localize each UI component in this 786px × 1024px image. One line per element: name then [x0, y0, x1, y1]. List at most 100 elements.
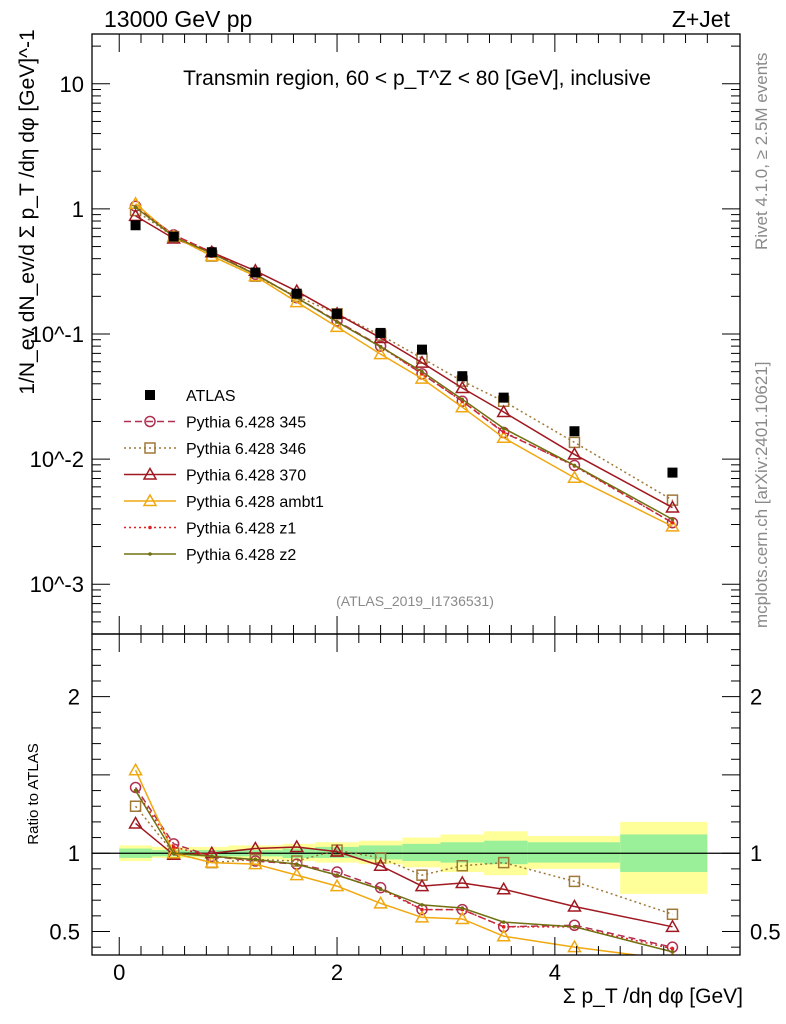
legend-marker-pythia-6-428-370 — [142, 466, 158, 480]
main-point-atlas — [291, 288, 302, 299]
main-y-tick-label: 10 — [60, 72, 84, 97]
main-point-pythia-6-428-ambt1 — [329, 319, 345, 333]
main-point-pythia-6-428-345 — [456, 395, 469, 408]
legend-label-pythia-6-428-370: Pythia 6.428 370 — [186, 468, 306, 485]
ratio-point-pythia-6-428-370 — [329, 844, 345, 857]
main-point-pythia-6-428-ambt1 — [373, 346, 388, 360]
mcplots-reference-label: mcplots.cern.ch [arXiv:2401.10621] — [752, 362, 771, 628]
ratio-point-pythia-6-428-ambt1 — [289, 867, 305, 881]
ratio-point-pythia-6-428-370 — [567, 898, 582, 912]
ratio-point-pythia-6-428-ambt1 — [373, 895, 388, 909]
main-point-pythia-6-428-370 — [414, 355, 430, 368]
main-point-pythia-6-428-z2 — [420, 369, 424, 374]
x-tick-label: 4 — [549, 960, 561, 985]
main-point-pythia-6-428-z2 — [670, 517, 675, 522]
legend-marker-pythia-6-428-z2 — [148, 552, 152, 556]
ratio-point-pythia-6-428-370 — [289, 839, 305, 853]
ratio-point-pythia-6-428-346 — [456, 859, 469, 872]
main-series-group — [128, 196, 680, 532]
ratio-axes: 2 2 1 1 0.5 0.5 0 2 4 — [49, 633, 781, 985]
ratio-point-pythia-6-428-370 — [248, 841, 263, 854]
legend: ATLAS Pythia 6.428 345 Pythia 6.428 346 Pyt… — [124, 388, 324, 564]
legend-label-pythia-6-428-345: Pythia 6.428 345 — [186, 415, 306, 432]
ratio-y-tick-label-left: 1 — [68, 841, 80, 866]
main-point-pythia-6-428-z2 — [501, 426, 506, 431]
ratio-point-pythia-6-428-ambt1 — [454, 911, 470, 925]
main-point-pythia-6-428-346 — [666, 494, 679, 506]
main-point-pythia-6-428-z2 — [335, 320, 339, 324]
ratio-point-pythia-6-428-ambt1 — [329, 878, 345, 892]
ratio-line-pythia-6-428-ambt1 — [134, 769, 642, 955]
ratio-point-pythia-6-428-ambt1 — [128, 762, 143, 776]
main-point-pythia-6-428-z2 — [460, 397, 465, 402]
ratio-point-pythia-6-428-345 — [129, 781, 142, 794]
main-point-atlas — [250, 267, 261, 278]
main-point-atlas — [416, 344, 427, 355]
header-energy-label: 13000 GeV pp — [104, 6, 252, 32]
ratio-point-pythia-6-428-346 — [374, 852, 387, 864]
ratio-point-pythia-6-428-ambt1 — [248, 856, 263, 870]
main-point-pythia-6-428-345 — [374, 340, 387, 352]
legend-marker-pythia-6-428-345 — [144, 415, 156, 428]
ratio-line-pythia-6-428-370 — [135, 822, 673, 928]
ratio-point-pythia-6-428-z1 — [501, 925, 506, 929]
ratio-point-pythia-6-428-z2 — [572, 925, 577, 929]
ratio-band-inner — [484, 840, 528, 865]
ratio-panel: 2 2 1 1 0.5 0.5 0 2 4 Ratio to ATLAS Σ p_T /dη d… — [25, 633, 781, 1008]
main-point-pythia-6-428-ambt1 — [496, 430, 511, 444]
ratio-y-tick-label-right: 2 — [750, 685, 762, 710]
main-point-pythia-6-428-ambt1 — [414, 371, 430, 384]
ratio-point-pythia-6-428-z2 — [420, 903, 424, 907]
legend-marker-pythia-6-428-346 — [144, 442, 156, 454]
ratio-point-pythia-6-428-z1 — [420, 907, 424, 912]
main-y-tick-label: 10^-3 — [30, 572, 84, 597]
ratio-point-pythia-6-428-346 — [497, 856, 510, 869]
header-process-label: Z+Jet — [672, 6, 731, 32]
ratio-point-pythia-6-428-z1 — [670, 946, 675, 951]
ratio-series-group — [128, 762, 680, 955]
ratio-point-pythia-6-428-ambt1 — [567, 939, 582, 953]
ratio-line-pythia-6-428-z2 — [134, 790, 673, 953]
ratio-y-axis-title: Ratio to ATLAS — [25, 743, 42, 844]
ratio-line-pythia-6-428-346 — [134, 805, 673, 915]
main-point-atlas — [457, 371, 468, 382]
ratio-point-pythia-6-428-ambt1 — [166, 845, 181, 859]
ratio-point-pythia-6-428-ambt1 — [414, 909, 430, 923]
legend-label-pythia-6-428-346: Pythia 6.428 346 — [186, 441, 306, 458]
main-point-atlas — [498, 392, 509, 403]
ratio-point-pythia-6-428-z2 — [294, 862, 299, 866]
ratio-point-pythia-6-428-345 — [568, 919, 581, 931]
main-point-pythia-6-428-370 — [665, 500, 680, 513]
main-point-pythia-6-428-ambt1 — [454, 399, 470, 413]
ratio-point-pythia-6-428-z2 — [670, 950, 675, 954]
main-point-atlas — [332, 308, 343, 319]
main-point-pythia-6-428-ambt1 — [567, 470, 582, 483]
main-panel: 10 1 10^-1 10^-2 10^-3 Transmin region, 60 <… — [16, 29, 741, 635]
x-axis-title: Σ p_T /dη dφ [GeV] — [563, 985, 743, 1008]
ratio-point-pythia-6-428-370 — [128, 815, 143, 829]
ratio-point-pythia-6-428-z1 — [171, 845, 176, 849]
main-y-tick-label: 10^-2 — [30, 447, 84, 472]
main-frame — [91, 33, 741, 635]
ratio-point-pythia-6-428-z2 — [133, 788, 138, 793]
main-line-pythia-6-428-z2 — [135, 206, 673, 521]
ratio-point-pythia-6-428-z2 — [378, 887, 383, 892]
legend-marker-atlas — [145, 390, 155, 400]
legend-label-pythia-6-428-z1: Pythia 6.428 z1 — [186, 521, 296, 538]
main-y-axis-title: 1/N_ev dN_ev/d Σ p_T /dη dφ [GeV]^-1 — [16, 29, 39, 394]
legend-label-pythia-6-428-z2: Pythia 6.428 z2 — [186, 547, 296, 564]
main-point-pythia-6-428-370 — [496, 404, 511, 418]
ratio-point-pythia-6-428-345 — [331, 866, 343, 878]
ratio-band-inner — [527, 842, 621, 863]
main-point-atlas — [130, 220, 141, 231]
ratio-point-pythia-6-428-346 — [290, 855, 303, 867]
ratio-y-tick-label-left: 0.5 — [49, 920, 80, 945]
ratio-point-pythia-6-428-370 — [454, 875, 470, 889]
main-axes: 10 1 10^-1 10^-2 10^-3 — [30, 34, 740, 635]
ratio-y-tick-label-right: 0.5 — [750, 920, 781, 945]
main-title: Transmin region, 60 < p_T^Z < 80 [GeV], … — [183, 67, 651, 90]
main-point-pythia-6-428-370 — [567, 446, 582, 460]
main-point-atlas — [206, 247, 217, 258]
main-point-atlas — [375, 327, 386, 338]
